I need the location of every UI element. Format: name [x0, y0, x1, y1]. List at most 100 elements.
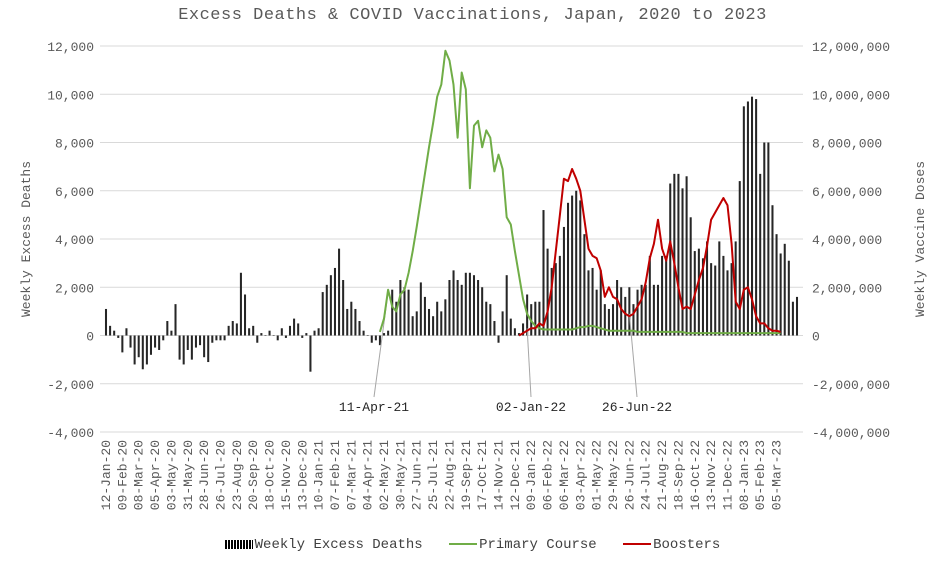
excess-deaths-bar — [264, 335, 267, 336]
excess-deaths-bar — [121, 335, 124, 353]
excess-deaths-bar — [284, 335, 287, 338]
x-tick-label: 07-Feb-21 — [328, 440, 343, 510]
excess-deaths-bar — [648, 255, 651, 336]
x-tick-label: 26-Jun-22 — [622, 440, 637, 510]
excess-deaths-bar — [415, 311, 418, 336]
annotation-leader — [628, 313, 638, 398]
excess-deaths-bar — [162, 335, 165, 341]
excess-deaths-bar — [685, 176, 688, 336]
excess-deaths-bar — [276, 335, 279, 341]
x-tick-label: 24-Jul-22 — [639, 440, 654, 510]
excess-deaths-bar — [652, 284, 655, 336]
excess-deaths-bar — [697, 248, 700, 336]
excess-deaths-bar — [145, 335, 148, 365]
excess-deaths-bar — [767, 142, 770, 336]
excess-deaths-bar — [755, 99, 758, 336]
legend-item-excess-deaths: Weekly Excess Deaths — [224, 537, 423, 553]
x-tick-label: 17-Oct-21 — [475, 440, 490, 510]
x-tick-label: 05-Mar-23 — [770, 440, 785, 510]
excess-deaths-bar — [730, 263, 733, 336]
excess-deaths-bar — [399, 280, 402, 336]
excess-deaths-bar — [689, 217, 692, 336]
excess-deaths-bar — [154, 335, 157, 348]
excess-deaths-bar — [517, 333, 520, 336]
excess-deaths-bar — [775, 234, 778, 336]
y-tick-label: 4,000 — [55, 233, 94, 248]
excess-deaths-bar — [239, 272, 242, 336]
legend-item-boosters: Boosters — [623, 537, 720, 553]
excess-deaths-bar — [362, 330, 365, 336]
y-right-axis-title: Weekly Vaccine Doses — [913, 161, 928, 317]
excess-deaths-bar — [460, 284, 463, 336]
excess-deaths-bar — [297, 323, 300, 336]
excess-deaths-bar — [501, 311, 504, 336]
excess-deaths-bar — [673, 173, 676, 336]
excess-deaths-bar — [607, 308, 610, 336]
excess-deaths-bar — [350, 301, 353, 336]
excess-deaths-bar — [522, 323, 525, 336]
annotation-label: 26-Jun-22 — [602, 400, 672, 415]
excess-deaths-bar — [611, 304, 615, 336]
excess-deaths-bar — [726, 270, 729, 336]
annotation-label: 11-Apr-21 — [339, 400, 409, 415]
excess-deaths-bar — [575, 190, 578, 336]
excess-deaths-bar — [248, 328, 251, 336]
boosters-line — [518, 168, 781, 337]
x-tick-label: 14-Nov-21 — [492, 440, 507, 510]
x-tick-label: 16-Oct-22 — [688, 440, 703, 510]
excess-deaths-bar — [104, 308, 108, 336]
y-right-tick-label: 8,000,000 — [812, 137, 882, 152]
excess-deaths-bar — [378, 335, 381, 346]
excess-deaths-bar — [333, 267, 336, 336]
excess-deaths-bar — [681, 188, 684, 336]
excess-deaths-bar — [787, 260, 790, 336]
legend-swatch-bars — [224, 539, 253, 549]
excess-deaths-bar — [759, 173, 762, 336]
x-tick-label: 18-Oct-20 — [263, 440, 278, 510]
excess-deaths-bar — [661, 255, 664, 336]
x-tick-label: 06-Mar-22 — [557, 440, 572, 510]
excess-deaths-bar — [354, 308, 357, 336]
excess-deaths-bar — [591, 267, 594, 336]
annotation-leader — [526, 328, 532, 398]
excess-deaths-bar — [366, 335, 369, 336]
excess-deaths-bar — [718, 241, 721, 336]
excess-deaths-bar — [370, 335, 373, 343]
x-tick-label: 03-Apr-22 — [573, 440, 588, 510]
x-tick-label: 22-Aug-21 — [442, 440, 457, 510]
y-tick-label: 10,000 — [47, 88, 94, 103]
excess-deaths-bar — [407, 289, 410, 336]
excess-deaths-bar — [141, 335, 144, 370]
excess-deaths-bar — [374, 335, 377, 341]
excess-deaths-bar — [636, 289, 639, 336]
excess-deaths-bar — [436, 301, 439, 336]
excess-deaths-bar — [133, 335, 136, 365]
excess-deaths-bar — [742, 106, 745, 336]
excess-deaths-bar — [383, 333, 386, 336]
y-right-tick-label: 4,000,000 — [812, 233, 882, 248]
x-tick-label: 09-Jan-22 — [524, 440, 539, 510]
excess-deaths-bar — [313, 330, 316, 336]
x-tick-label: 15-Nov-20 — [279, 440, 294, 510]
excess-deaths-bar — [542, 210, 545, 336]
excess-deaths-bar — [444, 299, 447, 336]
legend-item-primary-course: Primary Course — [449, 537, 597, 553]
excess-deaths-bar — [701, 258, 704, 336]
excess-deaths-bar — [301, 335, 304, 338]
legend-label-primary-course: Primary Course — [479, 537, 597, 553]
excess-deaths-bar — [599, 270, 602, 336]
excess-deaths-bar — [440, 311, 443, 336]
excess-deaths-bar — [640, 284, 643, 336]
excess-deaths-bar — [489, 304, 492, 336]
excess-deaths-bar — [571, 195, 574, 336]
excess-deaths-bar — [456, 280, 459, 336]
x-tick-label: 07-Mar-21 — [344, 440, 359, 510]
excess-deaths-bar — [509, 318, 512, 336]
excess-deaths-bar — [178, 335, 181, 360]
y-tick-label: -2,000 — [47, 378, 94, 393]
excess-deaths-bar — [411, 316, 414, 336]
excess-deaths-bar — [158, 335, 161, 350]
y-right-tick-label: 6,000,000 — [812, 185, 882, 200]
excess-deaths-bar — [252, 325, 255, 336]
y-tick-label: 8,000 — [55, 137, 94, 152]
